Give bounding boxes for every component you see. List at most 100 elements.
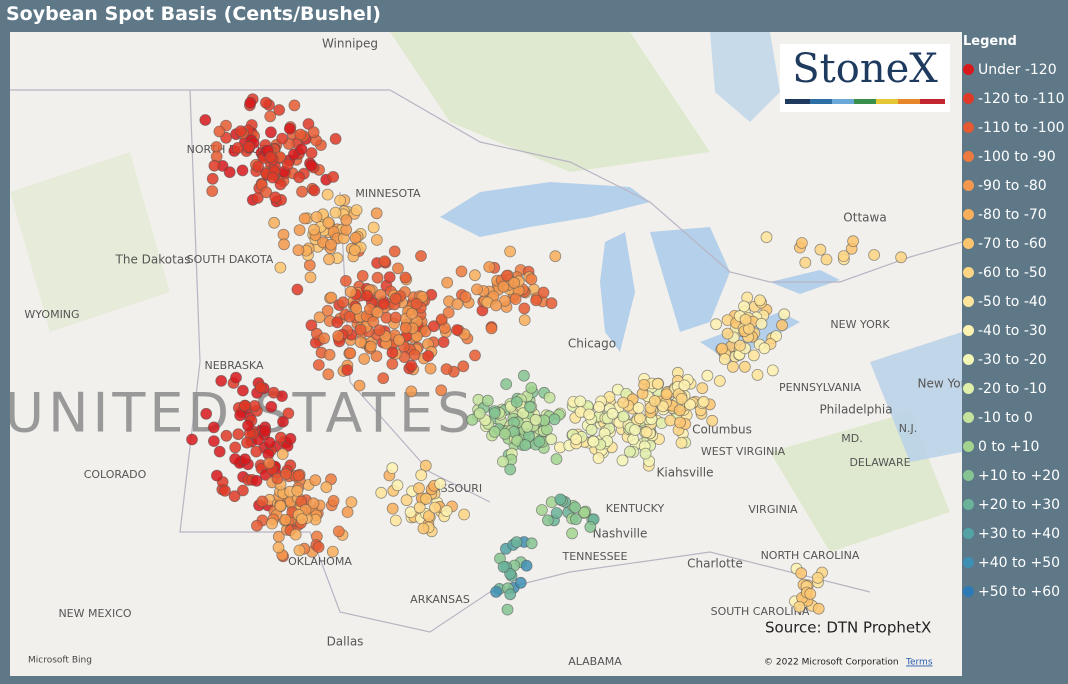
site-dot: [354, 323, 367, 336]
legend-item: -120 to -110: [963, 84, 1068, 113]
site-dot: [289, 528, 302, 541]
legend-item: -30 to -20: [963, 345, 1068, 374]
site-dot: [348, 244, 361, 257]
site-dot: [293, 171, 306, 184]
site-dot: [812, 602, 825, 615]
legend-label: +30 to +40: [978, 525, 1061, 542]
legend-label: -60 to -50: [978, 264, 1047, 281]
site-dot: [282, 407, 295, 420]
place-label: Nashville: [593, 527, 648, 541]
legend-swatch: [963, 441, 974, 452]
site-dot: [312, 359, 325, 371]
site-dot: [525, 537, 538, 550]
legend-label: -30 to -20: [978, 351, 1047, 368]
site-dot: [386, 502, 399, 515]
site-dot: [639, 447, 652, 460]
site-dot: [337, 296, 350, 309]
site-dot: [378, 255, 391, 268]
site-dot: [321, 188, 334, 201]
site-dot: [232, 428, 245, 441]
site-dot: [638, 378, 650, 391]
place-label: Dallas: [327, 635, 364, 649]
site-dot: [254, 381, 267, 394]
site-dot: [583, 408, 596, 421]
site-dot: [325, 238, 337, 251]
site-dot: [533, 435, 546, 448]
logo-stripe: [785, 99, 945, 104]
site-dot: [570, 433, 583, 446]
site-dot: [344, 347, 357, 360]
place-label: ARKANSAS: [410, 593, 470, 606]
site-dot: [429, 501, 441, 514]
site-dot: [697, 395, 710, 408]
site-dot: [252, 160, 265, 173]
place-label: Kiahsville: [657, 466, 714, 480]
site-dot: [584, 521, 597, 533]
terms-link[interactable]: Terms: [905, 658, 933, 668]
site-dot: [459, 290, 472, 303]
legend-item: +30 to +40: [963, 519, 1068, 548]
site-dot: [325, 291, 338, 304]
site-dot: [310, 211, 323, 223]
site-dot: [367, 221, 380, 234]
site-dot: [520, 559, 533, 572]
site-dot: [435, 384, 448, 397]
site-dot: [569, 501, 581, 514]
site-dot: [326, 545, 339, 558]
site-dot: [386, 346, 399, 359]
site-dot: [554, 493, 567, 506]
site-dot: [206, 172, 219, 185]
site-dot: [713, 375, 726, 387]
legend-label: +40 to +50: [978, 554, 1061, 571]
site-dot: [413, 501, 426, 514]
site-dot: [250, 519, 263, 532]
legend-item: +40 to +50: [963, 548, 1068, 577]
site-dot: [375, 486, 388, 499]
site-dot: [295, 513, 308, 526]
site-dot: [234, 125, 247, 138]
site-dot: [327, 494, 340, 507]
site-dot: [508, 276, 521, 289]
site-dot: [280, 468, 293, 480]
site-dot: [236, 484, 249, 497]
site-dot: [514, 576, 527, 589]
site-dot: [471, 283, 483, 296]
site-dot: [651, 377, 664, 390]
site-dot: [617, 396, 630, 409]
site-dot: [675, 436, 688, 449]
site-dot: [440, 363, 453, 376]
site-dot: [307, 126, 320, 139]
site-dot: [706, 414, 719, 427]
site-dot: [329, 133, 342, 145]
site-dot: [710, 318, 722, 331]
site-dot: [308, 223, 320, 236]
legend-item: -70 to -60: [963, 229, 1068, 258]
site-dot: [269, 191, 282, 204]
legend-swatch: [963, 209, 974, 220]
site-dot: [239, 453, 251, 466]
site-dot: [273, 104, 286, 116]
legend-item: -60 to -50: [963, 258, 1068, 287]
legend-item: +20 to +30: [963, 490, 1068, 519]
site-dot: [420, 492, 432, 505]
borders: [10, 89, 962, 633]
site-dot: [734, 339, 746, 352]
site-dot: [259, 425, 272, 437]
site-dot: [422, 350, 435, 362]
site-dot: [361, 289, 374, 302]
site-dot: [468, 269, 481, 282]
legend-swatch: [963, 528, 974, 539]
site-dot: [276, 448, 289, 461]
site-dot: [298, 212, 311, 225]
site-dot: [716, 342, 728, 355]
site-dot: [441, 276, 454, 289]
site-dot: [213, 125, 226, 138]
site-dot: [673, 404, 686, 417]
site-dot: [296, 185, 308, 198]
legend-swatch: [963, 122, 974, 133]
site-dot: [370, 234, 383, 246]
site-dot: [223, 166, 236, 179]
site-dot: [210, 469, 223, 482]
legend-label: -80 to -70: [978, 206, 1047, 223]
site-dot: [208, 159, 221, 172]
